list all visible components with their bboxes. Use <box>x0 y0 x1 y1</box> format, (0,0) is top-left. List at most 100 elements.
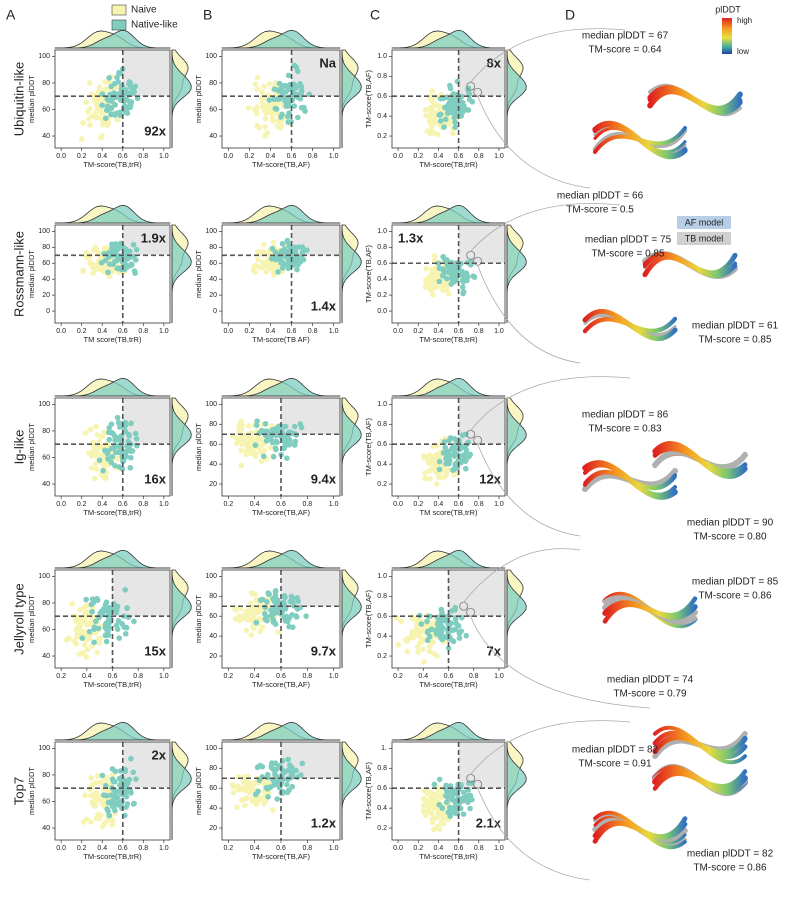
y-tick-label: 0.6 <box>377 785 387 792</box>
point-cloud <box>432 627 439 634</box>
point-cloud <box>431 102 438 109</box>
scatter-plot: 0.0 0.2 0.4 0.6 0.8 1.0 40 60 80 100 TM-score(TB,A… <box>194 29 362 169</box>
point-cloud <box>112 437 118 444</box>
point-cloud <box>106 75 112 81</box>
point-cloud <box>112 462 118 469</box>
marginal-density <box>221 29 341 49</box>
annotation: median plDDT = 74 <box>607 675 694 686</box>
x-axis-label: TM score(TB,trR) <box>84 335 142 344</box>
ribbon <box>652 766 748 794</box>
scatter-plot: 0.0 0.2 0.4 0.6 0.8 1.0 40 60 80 100 TM-score(TB,t… <box>27 377 192 517</box>
scatter-plot: 0.0 0.2 0.4 0.6 0.8 1.0 0.2 0.4 0.6 0.8 1.0 TM-scor… <box>364 28 626 189</box>
point-cloud <box>299 244 306 250</box>
y-tick-label: 0.8 <box>377 593 387 600</box>
point-cloud <box>427 475 433 482</box>
y-axis-label: TM-score(TB,AF) <box>364 418 373 476</box>
point-cloud <box>429 121 435 128</box>
x-tick-label: 1.0 <box>494 501 504 508</box>
point-cloud <box>101 429 107 436</box>
point-cloud <box>443 785 450 792</box>
point-cloud <box>261 800 267 807</box>
x-tick-label: 0.4 <box>82 673 92 680</box>
y-tick-label: 100 <box>205 401 217 408</box>
point-cloud <box>450 95 457 102</box>
point-cloud <box>237 784 244 791</box>
point-cloud <box>89 608 95 615</box>
point-cloud <box>128 420 134 427</box>
point-cloud <box>436 466 443 473</box>
y-axis-label: TM-score(TB,AF) <box>364 70 373 128</box>
point-cloud <box>291 423 298 430</box>
x-tick-label: 1.0 <box>494 328 504 335</box>
point-cloud <box>133 246 140 253</box>
point-cloud <box>108 430 115 436</box>
ribbon <box>582 463 678 497</box>
point-cloud <box>427 130 434 137</box>
point-cloud <box>269 115 276 121</box>
x-tick-label: 0.8 <box>308 153 318 160</box>
x-tick-label: 0.4 <box>250 501 260 508</box>
point-cloud <box>236 613 242 620</box>
point-cloud <box>301 104 307 111</box>
point-cloud <box>93 618 99 625</box>
fold-enrichment: 9.7x <box>311 643 337 658</box>
y-tick-label: 0.2 <box>377 292 387 299</box>
point-cloud <box>127 464 134 471</box>
y-tick-label: 80 <box>209 244 217 251</box>
point-cloud <box>100 467 106 474</box>
point-cloud <box>444 794 451 800</box>
point-cloud <box>243 627 250 633</box>
x-tick-label: 0.0 <box>56 153 66 160</box>
x-axis-label: TM-score(TB,trR) <box>419 335 478 344</box>
point-cloud <box>458 628 465 634</box>
point-cloud <box>426 274 433 280</box>
point-cloud <box>414 644 421 650</box>
point-cloud <box>131 268 138 274</box>
point-cloud <box>409 615 416 622</box>
connector <box>470 616 651 709</box>
y-tick-label: 60 <box>209 260 217 267</box>
y-axis-label: median plDDT <box>27 75 36 123</box>
scatter-plot: 0.0 0.2 0.4 0.6 0.8 1.0 0.2 0.4 0.6 0.8 1.0 TM scor… <box>364 376 631 537</box>
scatter-plot: 0.0 0.2 0.4 0.6 0.8 1.0 0.0 0.2 0.4 0.6 0.8 1.0 TM-s… <box>364 203 621 364</box>
point-cloud <box>93 466 100 472</box>
point-cloud <box>254 86 260 93</box>
colorbar-title: plDDT <box>715 4 741 14</box>
y-tick-label: 0.8 <box>377 244 387 251</box>
point-cloud <box>254 764 261 771</box>
y-tick-label: 40 <box>209 805 217 812</box>
point-cloud <box>110 778 117 785</box>
point-cloud <box>253 422 260 428</box>
point-cloud <box>116 799 122 806</box>
protein-structure <box>652 725 748 765</box>
point-cloud <box>427 613 434 620</box>
y-tick-label: 1.0 <box>377 228 387 235</box>
y-tick-label: 60 <box>42 260 50 267</box>
y-tick-label: 0.0 <box>377 308 387 315</box>
y-tick-label: 0.4 <box>377 113 387 120</box>
marginal-density <box>55 377 171 397</box>
marginal-density <box>222 721 341 741</box>
y-tick-label: 1.0 <box>377 53 387 60</box>
point-cloud <box>122 428 129 435</box>
point-cloud <box>443 799 450 806</box>
ribbon <box>647 85 743 115</box>
y-tick-label: 1.0 <box>377 573 387 580</box>
point-cloud <box>262 115 269 122</box>
point-cloud <box>100 823 106 830</box>
point-cloud <box>90 802 97 808</box>
marginal-density <box>392 204 506 224</box>
x-tick-label: 0.6 <box>454 501 464 508</box>
point-cloud <box>232 607 239 613</box>
x-tick-label: 0.0 <box>393 328 403 335</box>
point-cloud <box>436 278 443 285</box>
point-cloud <box>114 626 121 632</box>
point-cloud <box>86 106 93 112</box>
marginal-density <box>54 29 171 49</box>
point-cloud <box>293 767 299 774</box>
connector <box>470 376 631 431</box>
y-tick-label: 20 <box>42 292 50 299</box>
point-cloud <box>299 250 306 256</box>
point-cloud <box>398 618 405 625</box>
